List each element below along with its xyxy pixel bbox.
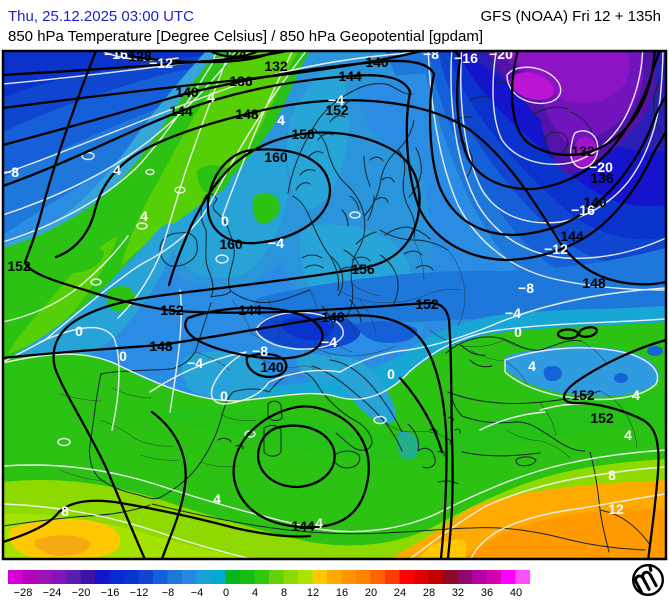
svg-text:144: 144	[560, 228, 584, 244]
svg-text:−16: −16	[104, 46, 128, 62]
svg-text:144: 144	[291, 518, 315, 534]
svg-text:−16: −16	[101, 587, 120, 599]
svg-text:144: 144	[169, 103, 193, 119]
svg-text:4: 4	[528, 358, 536, 374]
svg-text:12: 12	[307, 587, 319, 599]
svg-text:152: 152	[590, 410, 614, 426]
svg-text:−8: −8	[162, 587, 175, 599]
svg-text:−4: −4	[505, 305, 521, 321]
svg-text:0: 0	[223, 587, 229, 599]
svg-text:4: 4	[207, 89, 215, 105]
svg-text:152: 152	[160, 302, 184, 318]
svg-text:28: 28	[423, 587, 435, 599]
svg-text:144: 144	[238, 302, 262, 318]
svg-text:4: 4	[315, 515, 323, 531]
svg-text:0: 0	[514, 324, 522, 340]
svg-text:−20: −20	[489, 46, 513, 62]
svg-text:4: 4	[140, 208, 148, 224]
svg-text:850 hPa Temperature [Degree Ce: 850 hPa Temperature [Degree Celsius] / 8…	[8, 28, 483, 45]
svg-text:16: 16	[336, 587, 348, 599]
svg-text:148: 148	[321, 309, 345, 325]
svg-text:−20: −20	[72, 587, 91, 599]
svg-text:136: 136	[590, 170, 614, 186]
svg-text:−8: −8	[423, 46, 439, 62]
svg-text:148: 148	[235, 106, 259, 122]
svg-text:140: 140	[260, 359, 284, 375]
svg-text:24: 24	[394, 587, 406, 599]
svg-text:140: 140	[175, 84, 199, 100]
svg-text:Thu, 25.12.2025 03:00 UTC: Thu, 25.12.2025 03:00 UTC	[8, 8, 194, 25]
svg-text:8: 8	[608, 467, 616, 483]
svg-text:−4: −4	[268, 235, 284, 251]
svg-text:4: 4	[113, 162, 121, 178]
svg-text:0: 0	[220, 388, 228, 404]
svg-text:32: 32	[452, 587, 464, 599]
svg-text:124: 124	[223, 46, 247, 62]
svg-text:128: 128	[128, 48, 152, 64]
svg-text:140: 140	[583, 194, 607, 210]
svg-text:4: 4	[252, 587, 258, 599]
svg-text:−16: −16	[454, 50, 478, 66]
svg-text:36: 36	[481, 587, 493, 599]
svg-text:148: 148	[582, 275, 606, 291]
svg-text:148: 148	[149, 338, 173, 354]
svg-text:−4: −4	[328, 92, 344, 108]
svg-text:132: 132	[264, 58, 288, 74]
svg-text:152: 152	[571, 387, 595, 403]
svg-text:−12: −12	[130, 587, 149, 599]
svg-text:4: 4	[277, 112, 285, 128]
svg-text:12: 12	[608, 501, 624, 517]
svg-text:−8: −8	[518, 280, 534, 296]
svg-text:−24: −24	[43, 587, 62, 599]
svg-text:−28: −28	[14, 587, 33, 599]
svg-text:−4: −4	[321, 334, 337, 350]
svg-text:4: 4	[213, 491, 221, 507]
svg-text:−12: −12	[544, 241, 568, 257]
svg-text:132: 132	[571, 143, 595, 159]
svg-text:−8: −8	[3, 164, 19, 180]
svg-text:160: 160	[264, 149, 288, 165]
svg-text:40: 40	[510, 587, 522, 599]
svg-text:4: 4	[632, 387, 640, 403]
svg-text:152: 152	[325, 102, 349, 118]
svg-text:8: 8	[281, 587, 287, 599]
svg-text:−12: −12	[149, 55, 173, 71]
svg-text:0: 0	[387, 366, 395, 382]
svg-text:−4: −4	[187, 355, 203, 371]
svg-text:140: 140	[365, 54, 389, 70]
svg-text:20: 20	[365, 587, 377, 599]
svg-text:160: 160	[219, 236, 243, 252]
svg-text:−20: −20	[589, 159, 613, 175]
svg-text:152: 152	[7, 258, 31, 274]
svg-text:156: 156	[291, 126, 315, 142]
svg-text:GFS (NOAA) Fri 12 + 135h: GFS (NOAA) Fri 12 + 135h	[481, 8, 661, 25]
svg-text:136: 136	[229, 73, 253, 89]
svg-text:0: 0	[119, 348, 127, 364]
svg-text:−4: −4	[191, 587, 204, 599]
svg-text:152: 152	[415, 296, 439, 312]
svg-text:156: 156	[351, 261, 375, 277]
svg-text:144: 144	[338, 68, 362, 84]
svg-text:−8: −8	[252, 343, 268, 359]
svg-text:0: 0	[221, 213, 229, 229]
svg-text:4: 4	[624, 427, 632, 443]
svg-text:−16: −16	[571, 202, 595, 218]
svg-text:8: 8	[61, 503, 69, 519]
svg-text:0: 0	[75, 323, 83, 339]
